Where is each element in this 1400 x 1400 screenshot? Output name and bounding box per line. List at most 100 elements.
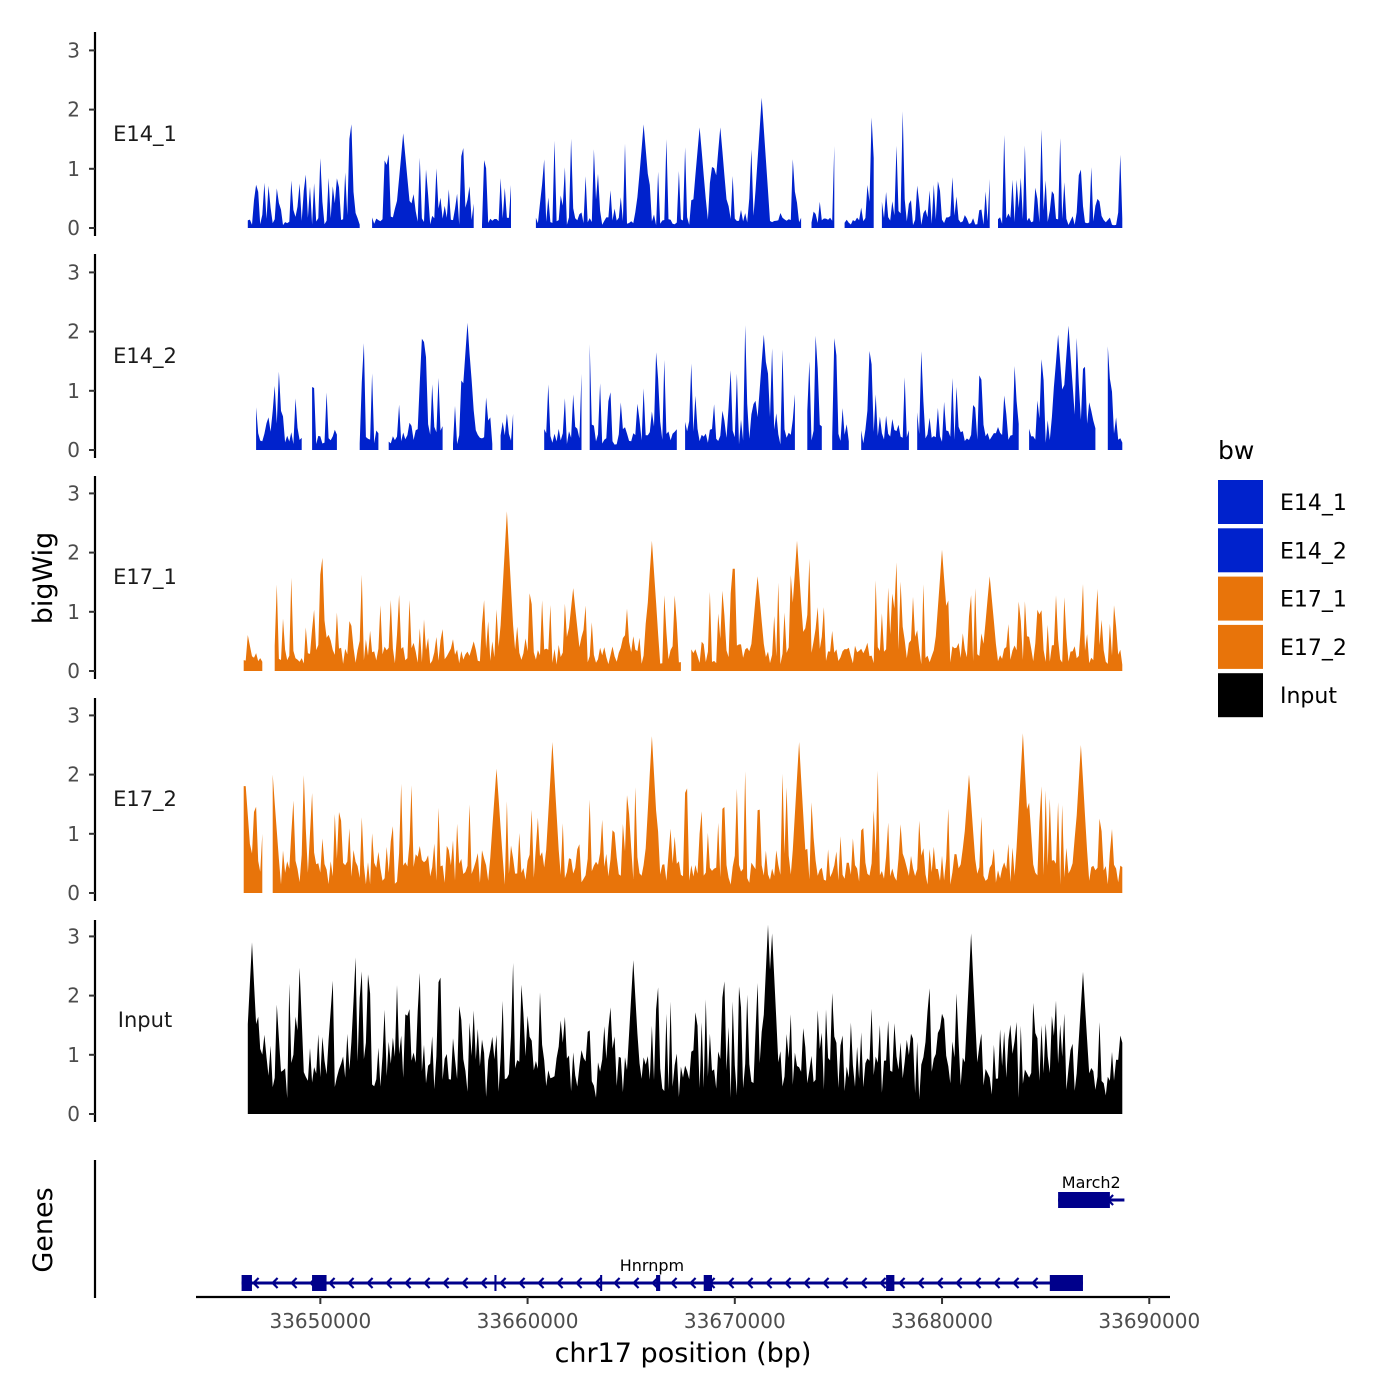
y-tick-label: 2 <box>67 320 80 344</box>
signal-area-Input <box>247 924 1123 1114</box>
strand-arrow <box>746 1277 754 1289</box>
y-tick-label: 0 <box>67 438 80 462</box>
strand-arrow <box>632 1277 640 1289</box>
exon <box>886 1275 895 1291</box>
y-tick-label: 2 <box>67 984 80 1008</box>
x-tick-label: 33690000 <box>1098 1309 1200 1333</box>
x-tick-label: 33670000 <box>684 1309 786 1333</box>
y-tick-label: 3 <box>67 924 80 948</box>
strand-arrow <box>936 1277 944 1289</box>
y-tick-label: 1 <box>67 1043 80 1067</box>
strand-arrow <box>328 1277 336 1289</box>
strand-arrow <box>784 1277 792 1289</box>
track-label-E17_1: E17_1 <box>113 565 177 590</box>
strand-arrow <box>613 1277 621 1289</box>
strand-arrow <box>423 1277 431 1289</box>
x-tick-label: 33680000 <box>891 1309 993 1333</box>
exon <box>241 1275 252 1291</box>
strand-arrow <box>271 1277 279 1289</box>
legend-label: E17_1 <box>1280 588 1347 613</box>
signal-area-E14_1 <box>247 97 1123 228</box>
track-label-E14_2: E14_2 <box>113 344 177 369</box>
y-tick-label: 2 <box>67 541 80 565</box>
strand-arrow <box>651 1277 659 1289</box>
strand-arrow <box>518 1277 526 1289</box>
strand-arrow <box>442 1277 450 1289</box>
strand-arrow <box>347 1277 355 1289</box>
y-tick-label: 1 <box>67 822 80 846</box>
exon <box>1058 1192 1110 1208</box>
exon <box>312 1275 327 1291</box>
y-tick-label: 3 <box>67 703 80 727</box>
legend-item-Input: Input <box>1218 673 1337 718</box>
signal-area-E17_1 <box>243 511 1123 671</box>
strand-arrow <box>879 1277 887 1289</box>
y-tick-label: 1 <box>67 157 80 181</box>
y-tick-label: 0 <box>67 216 80 240</box>
gene-label-March2: March2 <box>1062 1173 1121 1192</box>
track-E14_1: 0 1 2 3 E14_1 <box>67 32 1123 240</box>
strand-arrow <box>366 1277 374 1289</box>
legend-title: bw <box>1218 436 1254 465</box>
x-axis: 33650000 33660000 33670000 33680000 33690000 <box>196 1295 1200 1333</box>
x-tick-label: 33650000 <box>269 1309 371 1333</box>
y-axis-title-bigwig: bigWig <box>28 532 59 625</box>
exon <box>494 1275 497 1291</box>
strand-arrow <box>917 1277 925 1289</box>
y-tick-label: 0 <box>67 659 80 683</box>
strand-arrow <box>385 1277 393 1289</box>
signal-area-E17_2 <box>243 733 1123 893</box>
strand-arrow <box>993 1277 1001 1289</box>
y-axis-title-genes: Genes <box>28 1187 59 1272</box>
strand-arrow <box>955 1277 963 1289</box>
track-label-Input: Input <box>118 1008 172 1032</box>
legend-label: E14_2 <box>1280 539 1347 564</box>
strand-arrow <box>689 1277 697 1289</box>
track-Input: 0 1 2 3 Input <box>67 920 1123 1126</box>
x-tick-label: 33660000 <box>477 1309 579 1333</box>
legend-item-E14_1: E14_1 <box>1218 480 1347 524</box>
strand-arrow <box>594 1277 602 1289</box>
strand-arrow <box>499 1277 507 1289</box>
y-tick-label: 2 <box>67 98 80 122</box>
gene-label-Hnrnpm: Hnrnpm <box>620 1256 684 1275</box>
strand-arrow <box>556 1277 564 1289</box>
track-label-E17_2: E17_2 <box>113 787 177 812</box>
exon <box>1049 1275 1083 1291</box>
strand-arrow <box>1012 1277 1020 1289</box>
strand-arrow <box>252 1277 260 1289</box>
gene-March2: March2 <box>1058 1173 1125 1208</box>
strand-arrow <box>860 1277 868 1289</box>
y-tick-label: 3 <box>67 260 80 284</box>
track-E17_2: 0 1 2 3 E17_2 <box>67 698 1123 905</box>
exon <box>656 1275 661 1291</box>
legend-label: Input <box>1280 684 1337 709</box>
strand-arrow <box>575 1277 583 1289</box>
signal-area-E14_2 <box>256 322 1123 450</box>
strand-arrow <box>404 1277 412 1289</box>
legend-item-E17_2: E17_2 <box>1218 624 1347 669</box>
exon <box>600 1275 603 1291</box>
legend-label: E17_2 <box>1280 636 1347 661</box>
strand-arrow <box>822 1277 830 1289</box>
strand-arrow <box>841 1277 849 1289</box>
legend-item-E17_1: E17_1 <box>1218 576 1347 621</box>
legend-swatch <box>1218 576 1263 621</box>
legend-swatch <box>1218 528 1263 573</box>
y-tick-label: 3 <box>67 38 80 62</box>
x-axis-title: chr17 position (bp) <box>555 1338 812 1369</box>
y-tick-label: 1 <box>67 600 80 624</box>
tracks-layer: 0 1 2 3 E14_1 0 1 2 3 E14_2 0 1 2 3 E17_1 0 1 2 3 E17_2 0 1 2 3… <box>67 32 1123 1126</box>
legend: bw E14_1 E14_2 E17_1 E17_2 Input <box>1218 436 1347 718</box>
strand-arrow <box>898 1277 906 1289</box>
genes-layer: March2 Hnrnpm <box>93 1160 1125 1298</box>
strand-arrow <box>1031 1277 1039 1289</box>
track-E14_2: 0 1 2 3 E14_2 <box>67 254 1123 462</box>
strand-arrow <box>727 1277 735 1289</box>
gene-Hnrnpm: Hnrnpm <box>241 1256 1083 1291</box>
strand-arrow <box>670 1277 678 1289</box>
y-tick-label: 1 <box>67 379 80 403</box>
strand-arrow <box>537 1277 545 1289</box>
y-tick-label: 3 <box>67 481 80 505</box>
